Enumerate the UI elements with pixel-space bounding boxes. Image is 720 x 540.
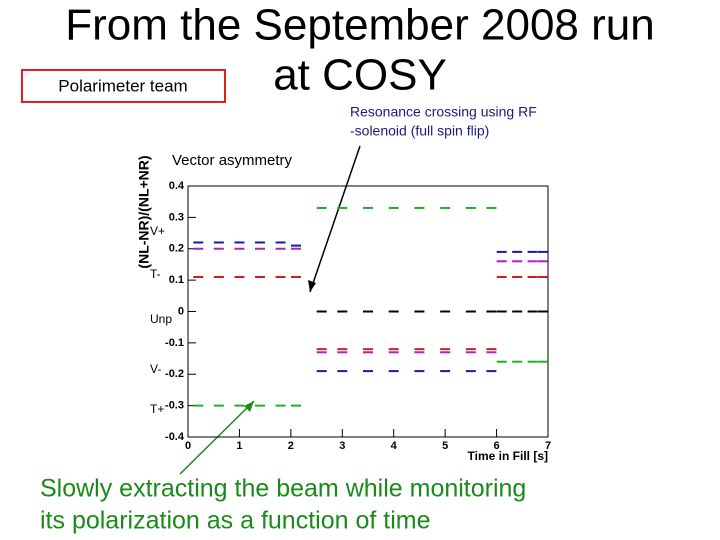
y-tick-label: 0.1 (169, 274, 184, 286)
y-tick-label: 0.2 (169, 243, 184, 255)
x-tick-label: 5 (442, 440, 448, 452)
resonance-note: -solenoid (full spin flip) (350, 123, 489, 139)
bottom-text: its polarization as a function of time (40, 507, 430, 535)
series-label: Unp (150, 312, 172, 326)
x-tick-label: 7 (545, 440, 551, 452)
series-label: T+ (150, 402, 164, 416)
arrow (309, 145, 361, 293)
slide-title: at COSY (273, 51, 447, 100)
x-tick-label: 6 (494, 440, 500, 452)
series-label: V+ (150, 224, 165, 238)
x-tick-label: 2 (288, 440, 294, 452)
y-tick-label: 0.3 (169, 211, 184, 223)
y-tick-label: -0.2 (165, 368, 184, 380)
y-axis-title: (NL-NR)/(NL+NR) (136, 155, 152, 268)
x-axis-title: Time in Fill [s] (468, 449, 548, 463)
y-tick-label: -0.3 (165, 400, 184, 412)
y-tick-label: 0.4 (169, 180, 185, 192)
bottom-text: Slowly extracting the beam while monitor… (40, 475, 526, 503)
x-tick-label: 4 (391, 440, 398, 452)
resonance-note: Resonance crossing using RF (350, 104, 537, 120)
x-tick-label: 0 (185, 440, 191, 452)
y-tick-label: -0.1 (165, 337, 184, 349)
y-tick-label: 0 (178, 305, 184, 317)
plot-caption: Vector asymmetry (172, 152, 293, 169)
series-label: T- (150, 267, 161, 281)
series-label: V- (150, 362, 161, 376)
arrow-head (244, 401, 254, 412)
x-tick-label: 3 (339, 440, 345, 452)
x-tick-label: 1 (236, 440, 242, 452)
arrow-head (308, 280, 316, 292)
team-box (21, 69, 226, 103)
slide-title: From the September 2008 run (65, 1, 654, 50)
team-label: Polarimeter team (58, 76, 187, 95)
y-tick-label: -0.4 (165, 431, 185, 443)
